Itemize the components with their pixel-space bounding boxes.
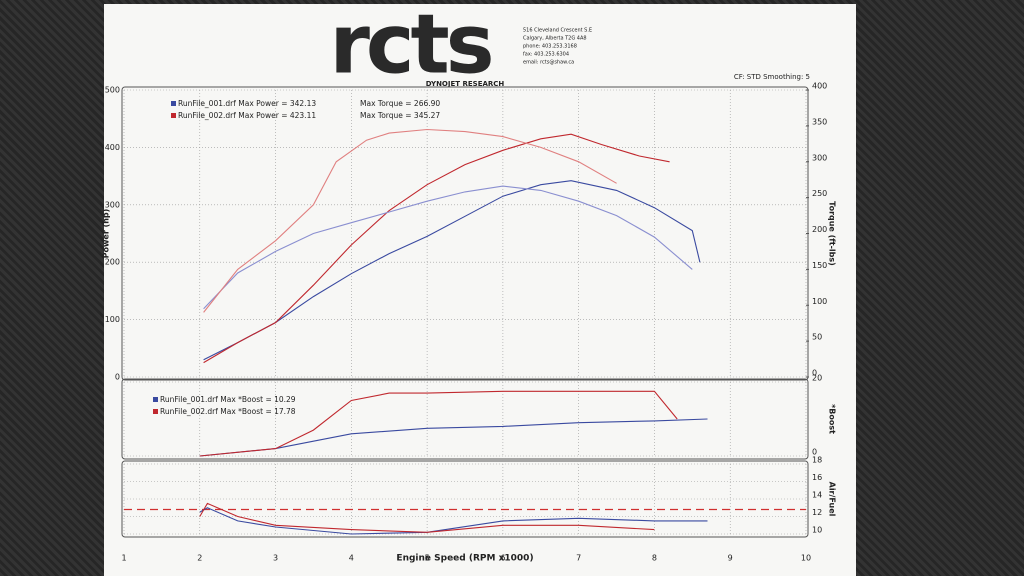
y2-tick-label: 350 [812,117,827,126]
x-tick-label: 8 [652,554,657,563]
series-line [203,128,617,313]
y-tick-label: 14 [812,491,822,500]
y-axis-label: Air/Fuel [828,482,837,517]
y-tick-label: 12 [812,508,822,517]
y-axis-label: Power (hp) [102,209,111,259]
legend-label: RunFile_001.drf Max *Boost = 10.29 [160,395,296,404]
y2-tick-label: 0 [812,369,817,378]
legend-label: RunFile_001.drf Max Power = 342.13 [178,99,316,108]
x-tick-label: 7 [576,554,581,563]
x-tick-label: 3 [273,554,278,563]
x-tick-label: 6 [500,554,505,563]
y-tick-label: 300 [105,200,120,209]
brand: DYNOJET RESEARCH [426,80,505,88]
y-tick-label: 100 [105,315,120,324]
y2-tick-label: 100 [812,297,827,306]
x-tick-label: 10 [801,554,811,563]
y2-tick-label: 50 [812,333,822,342]
y2-tick-label: 200 [812,225,827,234]
y2-tick-label: 300 [812,153,827,162]
address: email: rcts@shaw.ca [523,60,574,66]
y-axis-label: *Boost [828,404,837,434]
panel-frame [121,460,809,538]
legend-label: RunFile_002.drf Max *Boost = 17.78 [160,407,296,416]
legend-label: Max Torque = 345.27 [360,111,440,120]
logo: rcts [329,0,490,92]
settings: CF: STD Smoothing: 5 [734,73,810,81]
x-axis-label: Engine Speed (RPM x1000) [396,554,533,564]
x-tick-label: 2 [197,554,202,563]
y2-tick-label: 150 [812,261,827,270]
x-tick-label: 5 [425,554,430,563]
y-tick-label: 200 [105,258,120,267]
address: fax: 403.253.6304 [523,52,569,58]
y2-tick-label: 400 [812,82,827,91]
y2-axis-label: Torque (ft-lbs) [828,201,837,266]
panel-frame [121,378,809,460]
legend-swatch [171,101,176,106]
series-line [203,180,701,361]
x-tick-label: 1 [121,554,126,563]
y-tick-label: 18 [812,456,822,465]
legend-swatch [153,397,158,402]
x-tick-label: 4 [349,554,354,563]
series-line [199,390,678,457]
y2-tick-label: 250 [812,189,827,198]
y-tick-label: 20 [812,374,822,383]
legend-swatch [171,113,176,118]
paper [104,4,856,576]
y-tick-label: 16 [812,473,822,482]
legend-swatch [153,409,158,414]
series-line [199,502,655,533]
address: Calgary, Alberta T2G 4A8 [523,36,587,42]
series-line [203,185,693,310]
series-line [199,418,708,457]
y-tick-label: 500 [105,86,120,95]
y-tick-label: 0 [115,373,120,382]
series-line [203,133,670,364]
x-tick-label: 9 [728,554,733,563]
y-tick-label: 0 [812,448,817,457]
series-line [199,507,708,535]
y-tick-label: 10 [812,526,822,535]
address: phone: 403.253.3168 [523,44,577,50]
legend-label: RunFile_002.drf Max Power = 423.11 [178,111,316,120]
y-tick-label: 400 [105,143,120,152]
legend-label: Max Torque = 266.90 [360,99,440,108]
address: 516 Cleveland Crescent S.E [523,28,592,34]
